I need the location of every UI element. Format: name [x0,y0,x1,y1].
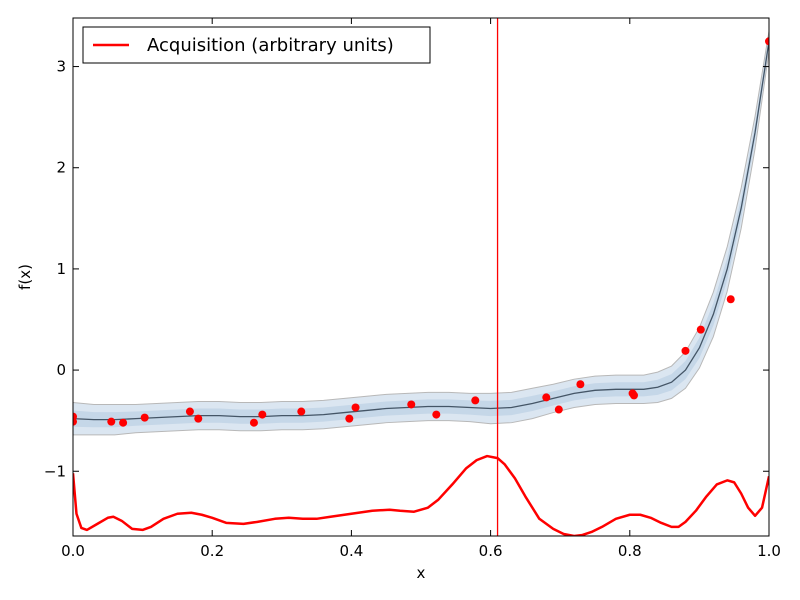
mean-line [73,41,769,421]
y-tick-label: 1 [56,260,66,278]
observation-point [297,407,306,416]
observation-point [73,417,77,426]
observation-point [407,400,416,409]
acquisition-line [73,454,769,536]
x-tick-label: 0.0 [61,542,85,560]
axes: 0.0 0.2 0.4 0.6 0.8 1.0 −1 0 1 2 3 [44,18,781,560]
observation-point [249,418,258,427]
legend: Acquisition (arbitrary units) [82,26,431,64]
band-upper-edge [73,31,769,405]
observation-point [576,380,585,389]
legend-box [82,26,431,64]
x-tick-label: 0.2 [200,542,224,560]
y-tick-label: 0 [56,361,66,379]
observation-point [432,410,441,419]
observation-point [726,295,735,304]
observation-point [696,325,705,334]
observation-point [471,396,480,405]
plot-layer [73,18,769,536]
observation-point [542,393,551,402]
observation-point [351,403,360,412]
observation-point [107,417,116,426]
x-tick-label: 1.0 [757,542,781,560]
observation-point [258,410,267,419]
legend-label-acquisition: Acquisition (arbitrary units) [147,35,394,56]
observation-point [629,391,638,400]
x-tick-label: 0.4 [339,542,363,560]
band-lower-edge [73,51,769,436]
observation-point [119,418,128,427]
x-tick-label: 0.8 [618,542,642,560]
y-axis-label: f(x) [16,264,34,290]
observation-point [765,37,769,46]
observation-point [140,413,149,422]
plot-frame [72,17,770,537]
observation-point [345,414,354,423]
observation-point [185,407,194,416]
y-tick-label: −1 [44,462,66,480]
observation-point [681,346,690,355]
y-tick-label: 2 [56,159,66,177]
plot-area [73,18,769,536]
observation-point [554,405,563,414]
x-axis-label: x [417,564,426,582]
y-tick-label: 3 [56,58,66,76]
observation-point [194,414,203,423]
x-tick-label: 0.6 [479,542,503,560]
